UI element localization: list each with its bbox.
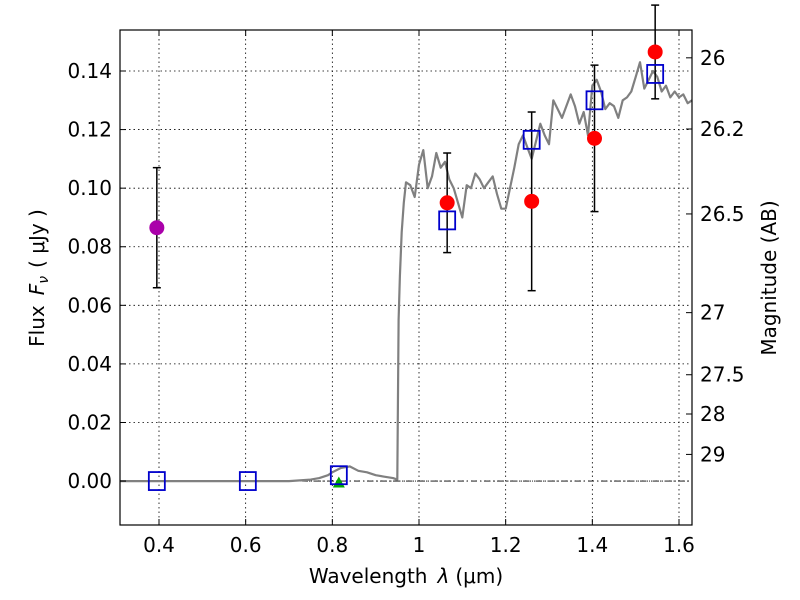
x-tick-label: 1.4 <box>576 533 608 557</box>
y-axis-label: FluxFν( μJy ) <box>25 209 52 347</box>
x-tick-label: 1 <box>413 533 426 557</box>
observed-point-triangle <box>332 476 345 488</box>
x-axis-ticks: 0.4 0.6 0.8 1 1.2 1.4 1.6 <box>143 30 695 557</box>
model-point <box>438 210 457 231</box>
model-point <box>238 471 257 491</box>
y-tick-label: 0.14 <box>67 59 112 83</box>
model-points <box>147 64 665 491</box>
plot-frame <box>119 29 693 526</box>
observed-points <box>149 44 663 488</box>
observed-point <box>149 220 165 236</box>
y-tick-label: 0.04 <box>67 352 112 376</box>
model-point <box>585 90 604 111</box>
observed-point <box>647 44 663 60</box>
y2-tick-label: 26 <box>700 46 725 70</box>
model-point <box>646 64 665 84</box>
x-tick-label: 1.6 <box>663 533 695 557</box>
observed-point <box>524 193 540 209</box>
observed-point <box>439 195 455 211</box>
y2-tick-label: 28 <box>700 402 725 426</box>
y-tick-label: 0.02 <box>67 410 112 434</box>
y-axis-ticks: 0.00 0.02 0.04 0.06 0.08 0.10 0.12 0.14 <box>67 59 126 493</box>
model-spectrum <box>120 61 693 483</box>
error-bars <box>152 4 660 292</box>
x-tick-label: 0.8 <box>316 533 348 557</box>
model-point <box>329 465 348 486</box>
observed-point <box>587 130 602 146</box>
y2-tick-label: 29 <box>700 442 725 466</box>
y2-axis-ticks: 26 26.2 26.5 27 27.5 28 29 <box>686 46 745 466</box>
y-tick-label: 0.12 <box>67 118 112 142</box>
y2-tick-label: 26.2 <box>700 117 745 141</box>
model-point <box>522 129 541 150</box>
y-tick-label: 0.00 <box>67 469 112 493</box>
model-spectrum-line <box>120 61 693 483</box>
x-tick-label: 0.6 <box>230 533 262 557</box>
y2-tick-label: 27 <box>700 301 725 325</box>
y2-tick-label: 27.5 <box>700 363 745 387</box>
y-tick-label: 0.06 <box>67 293 112 317</box>
y2-axis-label: Magnitude (AB) <box>757 200 781 355</box>
y-tick-label: 0.08 <box>67 235 112 259</box>
grid <box>120 30 692 525</box>
model-point <box>147 471 166 491</box>
x-axis-label: Wavelength λ (μm) <box>309 564 503 588</box>
y-tick-label: 0.10 <box>67 176 112 200</box>
y2-tick-label: 26.5 <box>700 202 745 226</box>
x-tick-label: 0.4 <box>143 533 175 557</box>
x-tick-label: 1.2 <box>490 533 522 557</box>
